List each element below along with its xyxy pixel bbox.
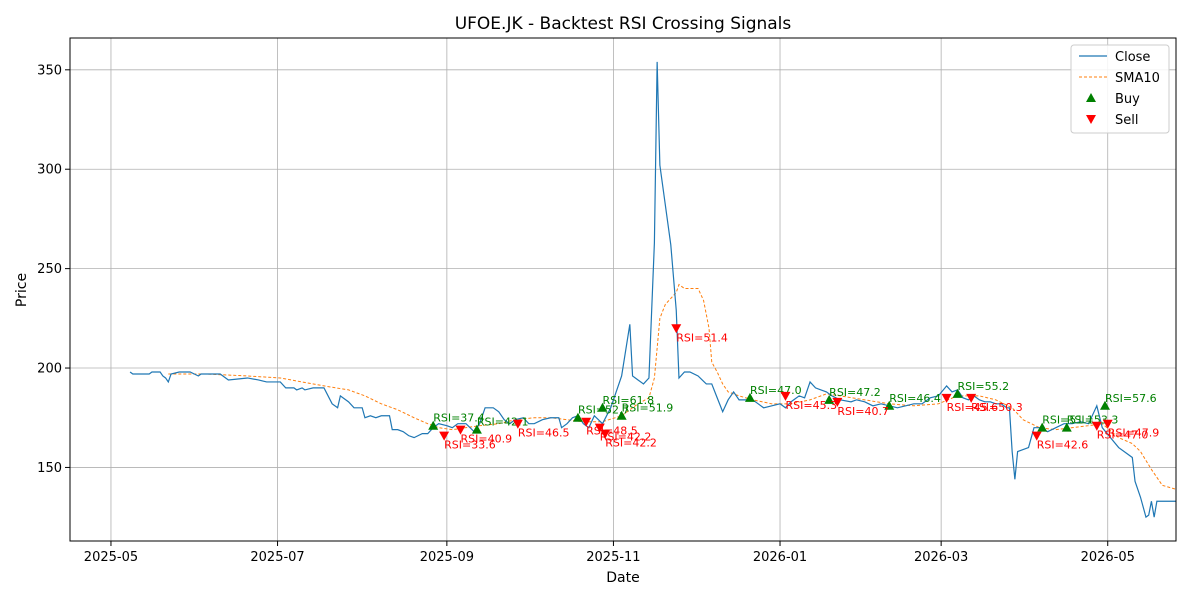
buy-marker	[744, 392, 755, 402]
sell-marker	[780, 391, 791, 401]
buy-annotation: RSI=57.6	[1105, 392, 1157, 405]
sell-marker	[1102, 419, 1113, 429]
buy-annotation: RSI=61.8	[603, 394, 655, 407]
y-tick-label: 350	[37, 63, 62, 78]
plot-frame	[69, 37, 1177, 542]
grid	[70, 38, 1176, 541]
sell-marker	[512, 419, 523, 429]
sell-marker	[941, 393, 952, 403]
buy-marker	[471, 424, 482, 434]
y-tick-label: 150	[37, 461, 62, 476]
buy-marker	[824, 394, 835, 404]
sell-annotation: RSI=45.6	[947, 401, 999, 414]
y-tick-label: 250	[37, 262, 62, 277]
x-tick-label: 2026-03	[914, 550, 968, 565]
buy-annotation: RSI=47.2	[829, 386, 881, 399]
legend-label: Sell	[1115, 113, 1138, 128]
legend-box	[1070, 44, 1170, 134]
buy-marker	[884, 400, 895, 410]
sell-marker	[1031, 431, 1042, 441]
buy-marker	[952, 388, 963, 398]
y-tick-label: 300	[37, 163, 62, 178]
sma10-line	[168, 283, 1176, 490]
sell-annotation: RSI=51.4	[676, 331, 728, 344]
buy-annotation: RSI=55.2	[958, 380, 1010, 393]
y-axis: 150 200 250 300 350	[37, 63, 70, 476]
sell-annotation: RSI=46.5	[518, 427, 570, 440]
sell-annotation: RSI=42.2	[600, 431, 652, 444]
buy-marker	[572, 412, 583, 422]
legend-sell-swatch	[1086, 115, 1096, 124]
buy-marker	[597, 402, 608, 412]
series-layer: RSI=37.4RSI=42.1RSI=52.7RSI=61.8RSI=51.9…	[129, 61, 1176, 519]
sell-annotation: RSI=33.6	[444, 439, 496, 452]
chart-title: UFOE.JK - Backtest RSI Crossing Signals	[455, 14, 792, 34]
sell-marker	[600, 429, 611, 439]
sell-annotation: RSI=50.3	[971, 401, 1023, 414]
sell-annotation: RSI=42.2	[605, 437, 657, 450]
sell-marker	[671, 324, 682, 334]
buy-annotation: RSI=37.4	[433, 412, 485, 425]
sell-marker	[1091, 421, 1102, 431]
sell-marker	[594, 423, 605, 433]
x-tick-label: 2026-01	[753, 550, 807, 565]
legend-label: Close	[1115, 50, 1150, 65]
legend-buy-swatch	[1086, 93, 1096, 102]
plot-area: RSI=37.4RSI=42.1RSI=52.7RSI=61.8RSI=51.9…	[129, 61, 1176, 519]
sell-marker	[581, 417, 592, 427]
x-tick-label: 2025-11	[586, 550, 640, 565]
legend: Close SMA10 Buy Sell	[1070, 44, 1170, 134]
sell-annotation: RSI=40.7	[837, 405, 889, 418]
sell-annotation: RSI=47.0	[1097, 429, 1149, 442]
buy-marker	[616, 410, 627, 420]
sell-annotation: RSI=47.9	[1108, 427, 1160, 440]
sell-annotation: RSI=45.3	[785, 399, 837, 412]
legend-label: SMA10	[1115, 71, 1160, 86]
sell-annotation: RSI=40.9	[461, 433, 513, 446]
y-tick-label: 200	[37, 362, 62, 377]
x-tick-label: 2025-07	[250, 550, 304, 565]
buy-marker	[428, 420, 439, 430]
legend-label: Buy	[1115, 92, 1140, 107]
buy-marker	[1099, 400, 1110, 410]
x-tick-label: 2025-05	[84, 550, 138, 565]
buy-annotation: RSI=47.0	[750, 384, 802, 397]
sell-annotation: RSI=42.6	[1037, 439, 1089, 452]
buy-annotation: RSI=42.1	[477, 416, 529, 429]
buy-annotation: RSI=51.1	[1042, 414, 1094, 427]
x-tick-label: 2026-05	[1081, 550, 1135, 565]
buy-annotation: RSI=51.9	[622, 402, 674, 415]
x-tick-label: 2025-09	[420, 550, 474, 565]
x-axis: 2025-05 2025-07 2025-09 2025-11 2026-01 2026-…	[84, 541, 1135, 565]
sell-marker	[439, 431, 450, 441]
sell-marker	[455, 425, 466, 435]
sell-marker	[966, 393, 977, 403]
sell-marker	[832, 397, 843, 407]
buy-marker	[1061, 422, 1072, 432]
x-axis-label: Date	[606, 570, 639, 586]
buy-annotation: RSI=46.4	[889, 392, 941, 405]
y-axis-label: Price	[14, 273, 30, 307]
buy-marker	[1037, 422, 1048, 432]
